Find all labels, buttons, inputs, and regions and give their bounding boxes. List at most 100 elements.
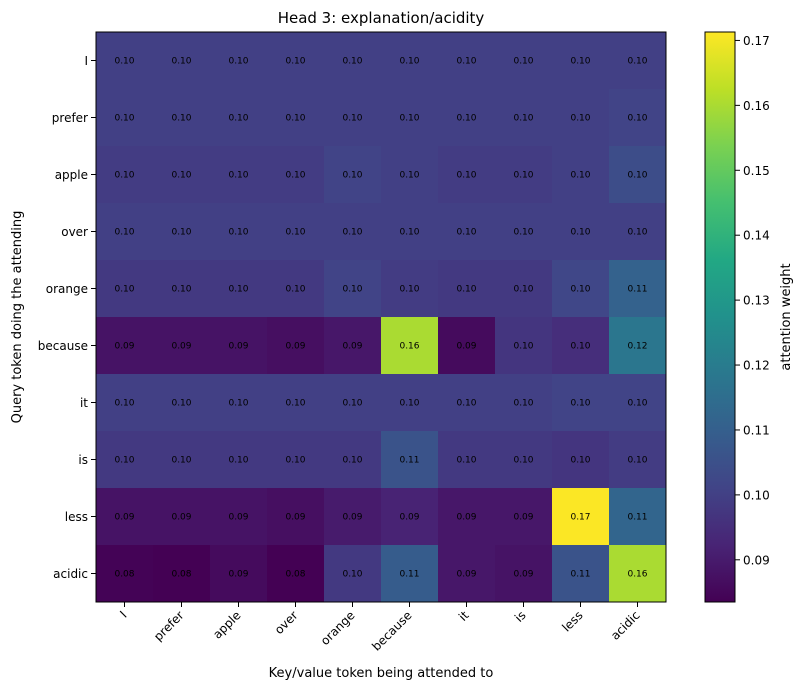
cell-value-label: 0.10	[342, 456, 362, 466]
heatmap-cell	[324, 545, 382, 603]
heatmap-cell	[96, 374, 154, 432]
heatmap-cell	[210, 488, 268, 546]
heatmap-cell	[552, 431, 610, 489]
cell-value-label: 0.10	[513, 456, 533, 466]
heatmap-cell	[438, 146, 496, 204]
cell-value-label: 0.10	[285, 456, 305, 466]
heatmap-cell	[324, 32, 382, 90]
heatmap-cell	[96, 431, 154, 489]
cell-value-label: 0.10	[114, 171, 134, 181]
heatmap-cell	[552, 374, 610, 432]
x-axis-label: Key/value token being attended to	[269, 666, 494, 681]
colorbar-tick-label: 0.16	[743, 99, 770, 113]
heatmap-cell	[153, 431, 211, 489]
heatmap-cell	[495, 488, 553, 546]
y-tick-label: apple	[55, 168, 88, 182]
cell-value-label: 0.16	[627, 570, 647, 580]
cell-value-label: 0.10	[171, 171, 191, 181]
cell-value-label: 0.09	[285, 342, 305, 352]
cell-value-label: 0.10	[228, 171, 248, 181]
heatmap-cell	[324, 488, 382, 546]
heatmap-cell	[495, 203, 553, 261]
cell-value-label: 0.10	[627, 456, 647, 466]
cell-value-label: 0.10	[627, 399, 647, 409]
cell-value-label: 0.08	[171, 570, 191, 580]
y-tick-label: it	[80, 396, 88, 410]
cell-value-label: 0.10	[399, 285, 419, 295]
cell-value-label: 0.09	[456, 570, 476, 580]
heatmap-cell	[153, 203, 211, 261]
heatmap-cell	[267, 32, 325, 90]
cell-value-label: 0.10	[342, 171, 362, 181]
heatmap-cell	[609, 203, 667, 261]
cell-value-label: 0.10	[171, 57, 191, 67]
cell-value-label: 0.10	[285, 57, 305, 67]
heatmap-cell	[609, 146, 667, 204]
cell-value-label: 0.10	[114, 57, 134, 67]
heatmap-cell	[267, 317, 325, 375]
cell-value-label: 0.10	[513, 285, 533, 295]
colorbar-tick-label: 0.10	[743, 488, 770, 502]
heatmap-cell	[495, 545, 553, 603]
cell-value-label: 0.10	[456, 399, 476, 409]
cell-value-label: 0.10	[513, 228, 533, 238]
cell-value-label: 0.09	[342, 513, 362, 523]
cell-value-label: 0.10	[456, 228, 476, 238]
heatmap-cell	[96, 260, 154, 318]
plot-frame	[95, 31, 667, 603]
heatmap-cell	[267, 431, 325, 489]
cell-value-label: 0.10	[171, 399, 191, 409]
heatmap-cell	[438, 89, 496, 147]
cell-value-label: 0.09	[171, 513, 191, 523]
x-tick-label: acidic	[608, 608, 643, 643]
heatmap-cell	[210, 89, 268, 147]
heatmap-cell	[438, 317, 496, 375]
heatmap-cell	[210, 545, 268, 603]
colorbar-tick-label: 0.12	[743, 359, 770, 373]
heatmap-cell	[153, 374, 211, 432]
y-axis-label: Query token doing the attending	[10, 211, 25, 424]
heatmap-cell	[609, 317, 667, 375]
heatmap-cell	[381, 203, 439, 261]
cell-value-label: 0.10	[456, 114, 476, 124]
cell-value-label: 0.10	[456, 171, 476, 181]
heatmap-cell	[267, 488, 325, 546]
x-tick-label: less	[559, 608, 585, 634]
heatmap-cell	[324, 317, 382, 375]
heatmap-cell	[381, 89, 439, 147]
cell-value-label: 0.10	[342, 57, 362, 67]
heatmap-cell	[96, 317, 154, 375]
heatmap-cell	[96, 89, 154, 147]
cell-value-label: 0.10	[114, 114, 134, 124]
cell-value-label: 0.10	[399, 57, 419, 67]
cell-value-label: 0.11	[627, 285, 647, 295]
cell-value-label: 0.11	[399, 570, 419, 580]
x-tick-label: because	[369, 608, 414, 653]
heatmap-cell	[381, 545, 439, 603]
cell-value-label: 0.08	[285, 570, 305, 580]
heatmap-cell	[153, 32, 211, 90]
heatmap-cell	[324, 431, 382, 489]
heatmap-cell	[495, 146, 553, 204]
heatmap-cell	[438, 488, 496, 546]
heatmap-cell	[96, 488, 154, 546]
heatmap-cell	[153, 545, 211, 603]
x-tick-label: it	[456, 608, 472, 624]
heatmap-cell	[324, 146, 382, 204]
heatmap-cell	[381, 374, 439, 432]
cell-value-label: 0.10	[342, 228, 362, 238]
heatmap-cell	[438, 260, 496, 318]
heatmap-cell	[153, 488, 211, 546]
cell-value-label: 0.10	[399, 114, 419, 124]
heatmap-cell	[210, 431, 268, 489]
cell-value-label: 0.10	[228, 114, 248, 124]
heatmap-cell	[267, 203, 325, 261]
cell-value-label: 0.09	[228, 513, 248, 523]
colorbar-tick-label: 0.14	[743, 229, 770, 243]
heatmap-cell	[495, 374, 553, 432]
cell-value-label: 0.10	[570, 114, 590, 124]
heatmap-cell	[495, 89, 553, 147]
cell-value-label: 0.10	[570, 228, 590, 238]
cell-value-label: 0.09	[513, 513, 533, 523]
